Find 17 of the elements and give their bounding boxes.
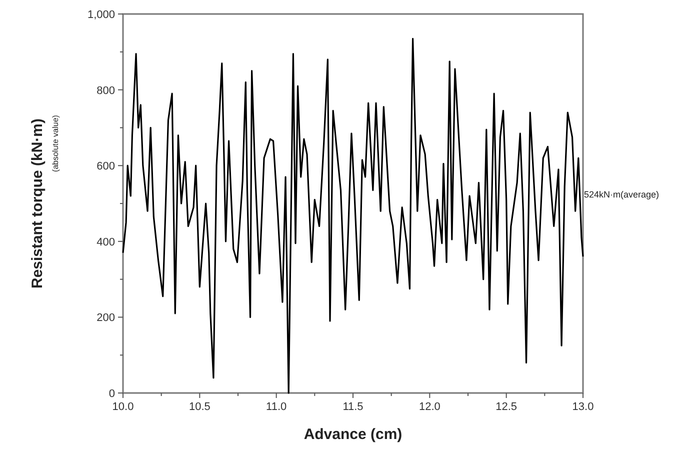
x-tick-label: 13.0 — [572, 401, 594, 413]
x-tick-label: 11.5 — [342, 401, 364, 413]
y-tick-label: 200 — [96, 312, 115, 324]
y-tick-label: 1,000 — [87, 9, 115, 21]
line-series — [122, 38, 584, 394]
y-tick-label: 0 — [108, 388, 115, 400]
x-tick-label: 10.5 — [188, 401, 210, 413]
y-axis-title: Resistant torque (kN·m) (absolute value) — [29, 114, 60, 289]
y-tick-label: 600 — [96, 160, 115, 173]
y-tick-label: 800 — [96, 84, 115, 97]
x-tick-label: 12.0 — [418, 401, 440, 413]
x-axis-title: Advance (cm) — [304, 426, 402, 443]
annotation: 524kN·m(average) — [584, 189, 660, 200]
x-tick-label: 10.0 — [112, 401, 134, 413]
y-tick-label: 400 — [96, 236, 115, 248]
x-tick-label: 11.0 — [266, 401, 287, 413]
x-tick-label: 12.5 — [496, 401, 518, 413]
